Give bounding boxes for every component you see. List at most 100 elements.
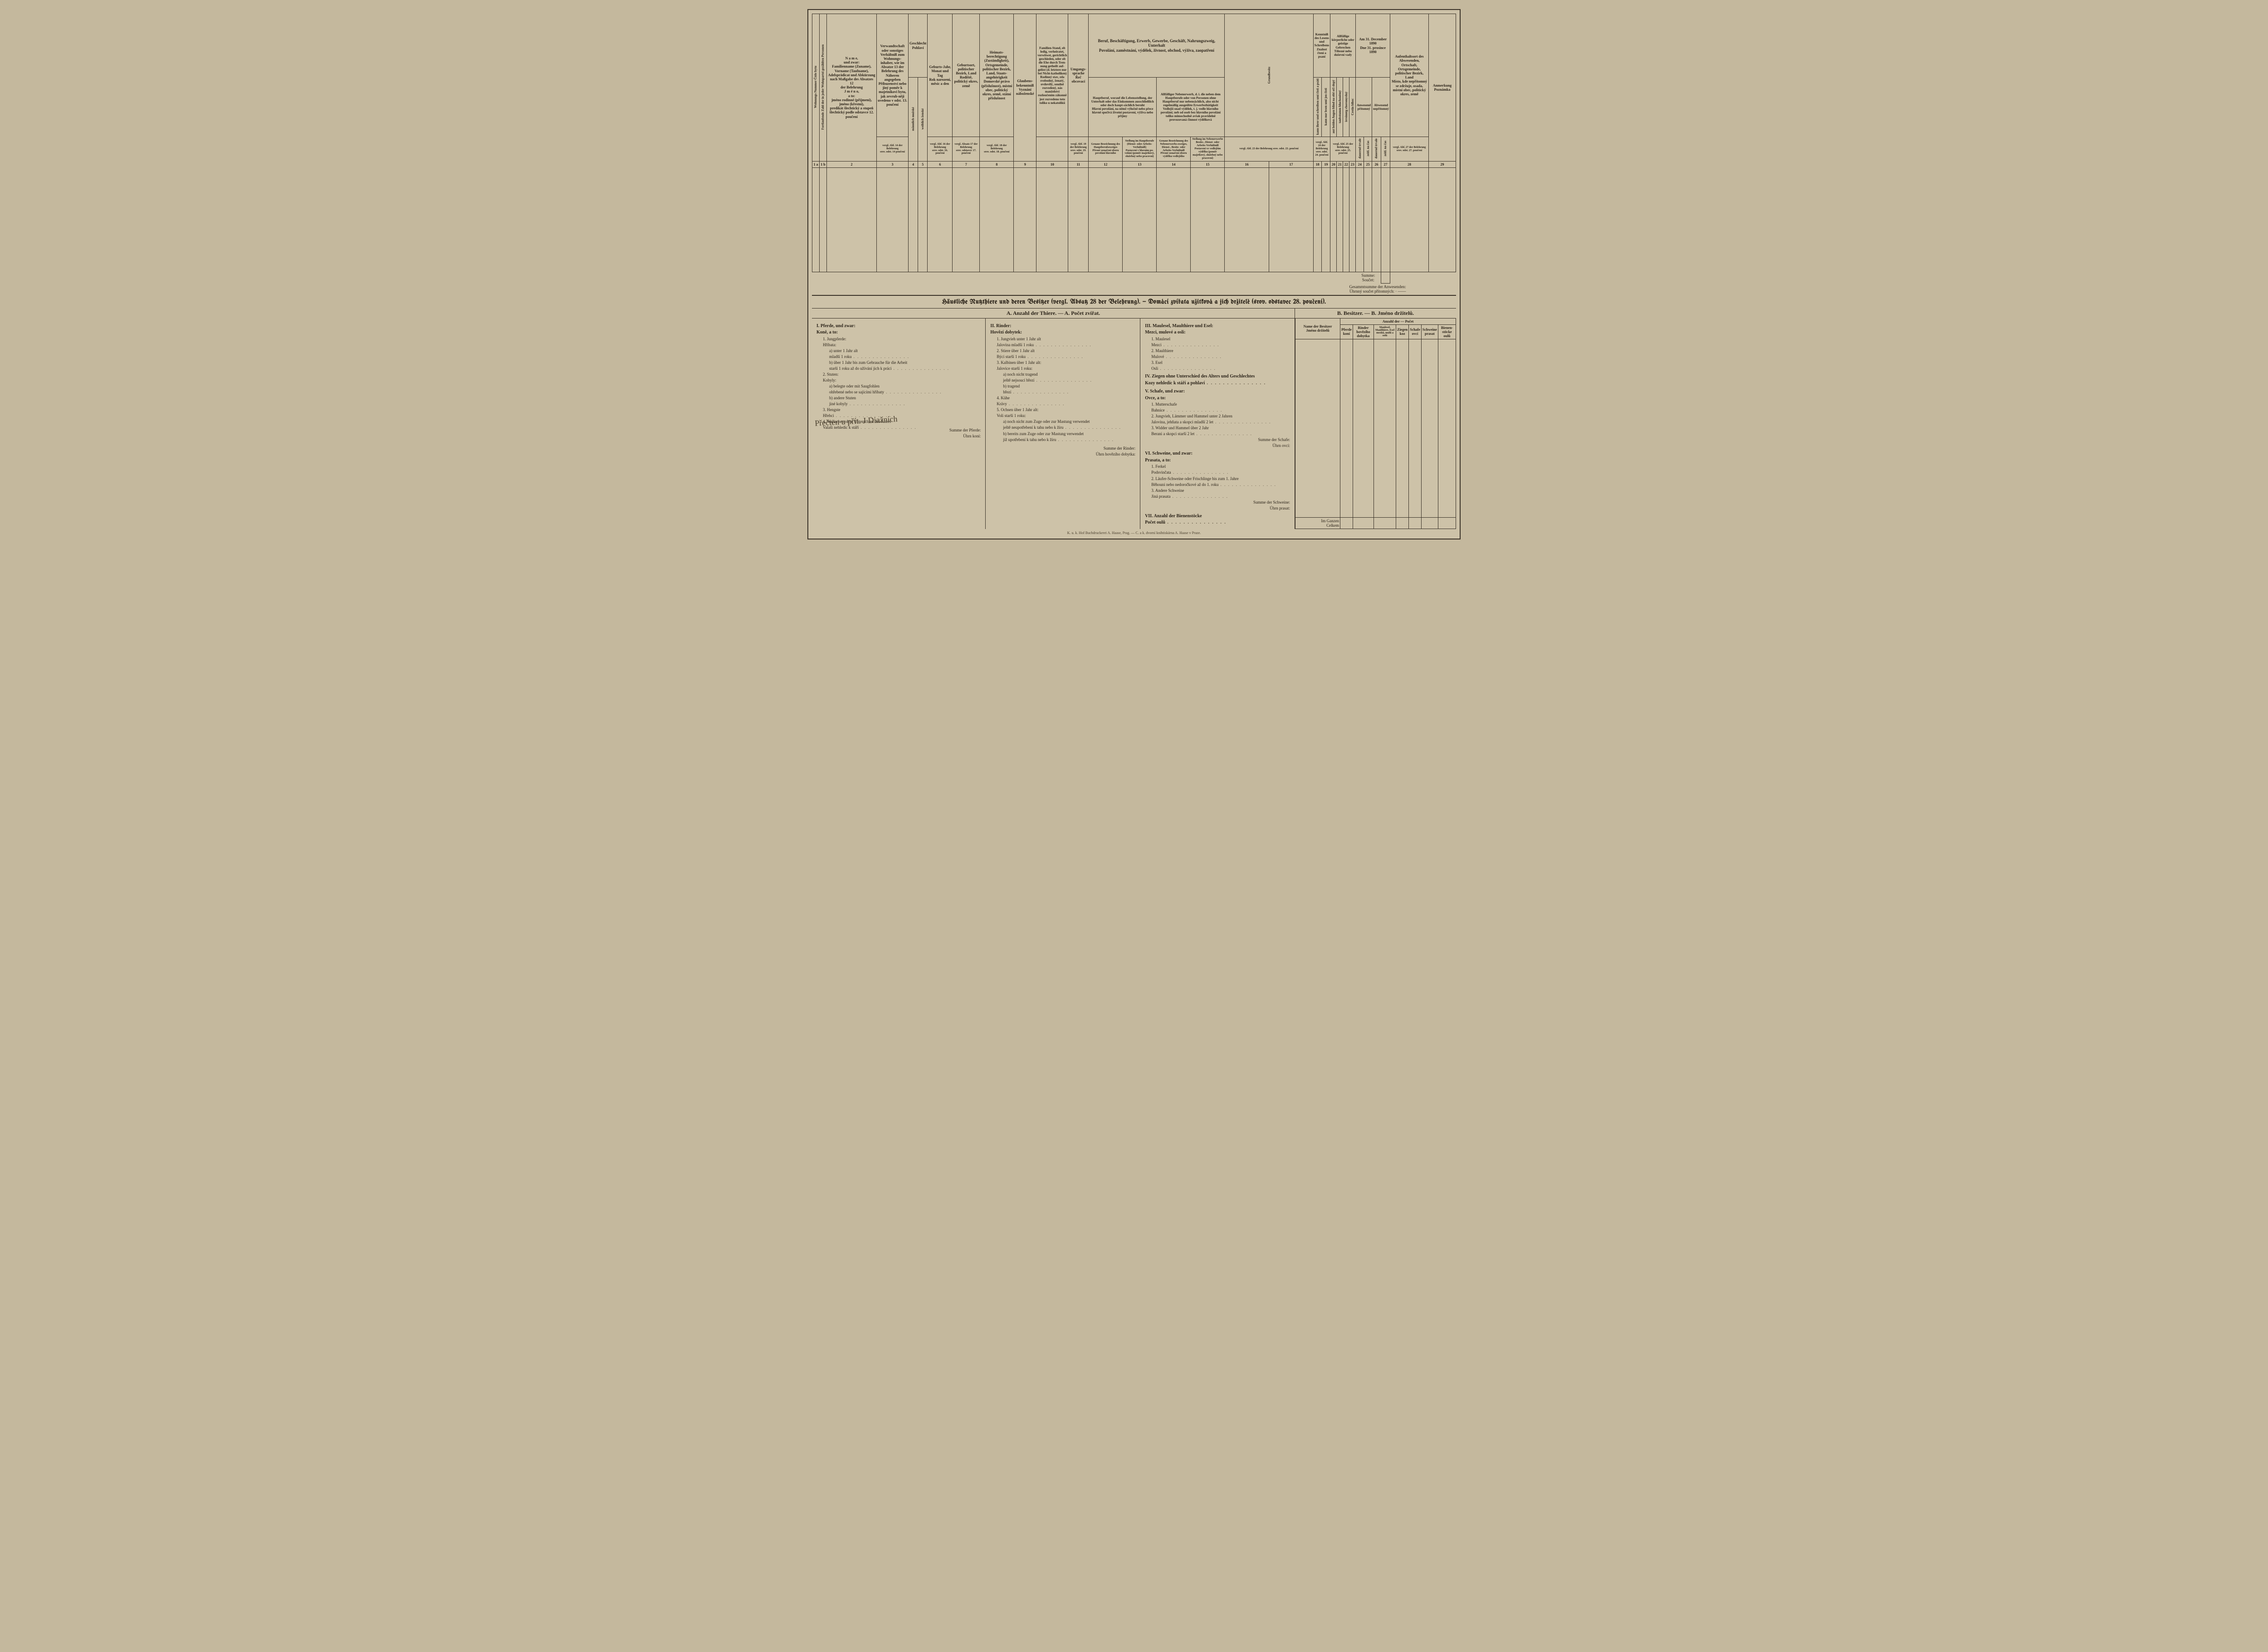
census-sheet: Wohnungs-Nummer Číslo bytu Fortlaufende … <box>807 9 1461 539</box>
item: 2. Jungvieh, Lämmer und Hammel unter 2 J… <box>1145 413 1290 425</box>
col-13-header: Stellung im Hauptberufe (Dienst- oder Ar… <box>1123 137 1157 161</box>
colnum: 11 <box>1068 161 1089 167</box>
col-7-header: Geburtsort, politischer Bezirk, Land Rod… <box>953 14 980 137</box>
item: 2. Läufer-Schweine oder Frischlinge bis … <box>1145 476 1290 488</box>
goats-header: IV. Ziegen ohne Unterschied des Alters u… <box>1145 373 1290 387</box>
colnum: 9 <box>1014 161 1036 167</box>
colnum: 1 a <box>812 161 820 167</box>
ref-20: vergl. Abf. 25 der Belehrung srov. odst.… <box>1330 137 1356 161</box>
col-24-header: dauernd trvale <box>1358 138 1362 159</box>
horses-column: I. Pferde, und zwar: Koně, a to: 1. Jung… <box>812 319 986 529</box>
colnum: 10 <box>1036 161 1068 167</box>
col-2-header: N a m e, und zwar: Familienname (Zuname)… <box>827 14 877 162</box>
col-5-header: weiblich ženské <box>921 108 924 129</box>
pigs-sum: Summe der Schweine: Úhrn prasat: <box>1145 500 1290 511</box>
colnum: 28 <box>1390 161 1429 167</box>
col-3-header: Verwandtschaft oder sonstiges Verhältniß… <box>877 14 909 137</box>
col-22-header: irrsinntg choromyslný <box>1344 92 1348 122</box>
column-number-row: 1 a 1 b 2 3 4 5 6 7 8 9 10 11 12 13 14 1… <box>812 161 1456 167</box>
colnum: 26 <box>1372 161 1381 167</box>
colnum: 25 <box>1364 161 1372 167</box>
item: 1. Ferkel Podsvinčata <box>1145 464 1290 476</box>
ref-7: vergl. Absatz 17 der Belehrung srov. ods… <box>953 137 980 161</box>
colnum: 7 <box>953 161 980 167</box>
item: b) bereits zum Zuge oder zur Mastung ver… <box>990 431 1135 443</box>
col-9-header: Glaubens-bekenntniß Vyznání náboženské <box>1014 14 1036 162</box>
colnum: 29 <box>1429 161 1456 167</box>
item: 3. Hengste Hřebci <box>816 407 981 419</box>
ref-16: vergl. Abf. 23 der Belehrung srov. odst.… <box>1225 137 1313 161</box>
owners-count-header: Anzahl der — Počet <box>1340 319 1456 325</box>
ref-11: vergl. Abf. 19 der Belehrung srov. odst.… <box>1068 137 1089 161</box>
group-defects: Allfällige körperliche oder geistige Geb… <box>1330 14 1356 78</box>
col-6-header: Geburts-Jahr, Monat und Tag Rok narození… <box>928 14 953 137</box>
colnum: 19 <box>1322 161 1330 167</box>
sub-b-title: B. Besitzer. — B. Jméno držitelů. <box>1295 309 1456 318</box>
col-26-header: dauernd trvale <box>1374 138 1378 159</box>
col-8-header: Heimats-berechtigung (Zuständigkeit), Or… <box>980 14 1014 137</box>
owners-c2: Rinder hovězího dobytka <box>1353 324 1374 339</box>
col-present-header: Anwesend přítomný <box>1356 78 1372 137</box>
col-14a-header: Genaue Bezeichnung des Nebenerwerbs-zwei… <box>1157 137 1191 161</box>
bees-header: VII. Anzahl der Bienenstöcke Počet oulů <box>1145 513 1290 526</box>
item: 1. Jungpferde: Hříbata: <box>816 336 981 348</box>
col-1a-header: Wohnungs-Nummer Číslo bytu <box>814 66 817 108</box>
col-19-header: kann nur lesen umi jen čísti <box>1324 88 1328 126</box>
owners-name-header: Name der Besitzer Jméno držitelů <box>1295 319 1340 339</box>
horses-header: I. Pferde, und zwar: Koně, a to: <box>816 323 981 336</box>
printer-imprint: K. u. k. Hof Buchdruckerei A. Haase, Pra… <box>812 529 1456 535</box>
colnum: 8 <box>980 161 1014 167</box>
item: 5. Ochsen über 1 Jahr alt: Voli starší 1… <box>990 407 1135 419</box>
colnum: 2 <box>827 161 877 167</box>
ref-28: vergl. Abf. 27 der Belehrung srov. odst.… <box>1390 137 1429 161</box>
soucet-label: Součet: <box>1357 278 1380 282</box>
colnum: 16 <box>1225 161 1269 167</box>
item: a) unter 1 Jahr alt mladší 1 roku <box>816 348 981 360</box>
sheep-sum: Summe der Schafe: Úhrn ovcí: <box>1145 437 1290 449</box>
col-1b-header: Fortlaufende Zahl der in jeder Wohnparte… <box>821 44 825 130</box>
owners-c5: Schafe ovcí <box>1409 324 1422 339</box>
owners-c7: Bienen-stöcke oulů <box>1438 324 1456 339</box>
cattle-column: II. Rinder: Hovězí dobytek: 1. Jungvieh … <box>986 319 1140 529</box>
item: 3. Widder und Hammel über 2 Jahr Berani … <box>1145 425 1290 437</box>
col-20-header: aut beiden Augen blind na obě oči slepý <box>1332 80 1335 133</box>
item: 1. Jungvieh unter 1 Jahr alt Jalovina ml… <box>990 336 1135 348</box>
ref-3: vergl. Abf. 14 der Belehrung srov. odst.… <box>877 137 909 161</box>
item: a) noch nicht tragend ještě nejsoucí bře… <box>990 372 1135 383</box>
col-absent-header: Abwesend nepřítomný <box>1372 78 1390 137</box>
colnum: 4 <box>909 161 918 167</box>
item: 3. Andere Schweine Jiná prasata <box>1145 488 1290 500</box>
group-occupation: Beruf, Beschäftigung, Erwerb, Gewerbe, G… <box>1089 14 1225 78</box>
colnum: 1 b <box>820 161 827 167</box>
colnum: 24 <box>1356 161 1364 167</box>
col-29-header: Anmerkung Poznámka <box>1429 14 1456 162</box>
colnum: 20 <box>1330 161 1337 167</box>
empty-data-row <box>812 167 1456 272</box>
col-23-header: Cretin blbec <box>1351 98 1354 115</box>
item: b) tragend březí <box>990 383 1135 395</box>
cattle-header: II. Rinder: Hovězí dobytek: <box>990 323 1135 336</box>
item: a) noch nicht zum Zuge oder zur Mastung … <box>990 419 1135 431</box>
item: b) über 1 Jahr bis zum Gebrauche für die… <box>816 360 981 372</box>
col-11-header: Umgangs-sprache Řeč obcovací <box>1068 14 1089 137</box>
colnum: 6 <box>928 161 953 167</box>
item: 1. Maulesel Mezci <box>1145 336 1290 348</box>
owners-c3: Maulesel, Maulthiere, Esel mezků, mulů a… <box>1374 324 1396 339</box>
animals-section-title: Häusliche Nutzthiere und deren Besitzer … <box>812 295 1456 309</box>
item: b) andere Stuten jiné kobyly <box>816 395 981 407</box>
colnum: 27 <box>1381 161 1390 167</box>
col-12-group: Hauptberuf, worauf die Lebensstellung, d… <box>1089 78 1157 137</box>
item: 3. Kalbinen über 1 Jahr alt: Jalovice st… <box>990 360 1135 372</box>
pigs-header: VI. Schweine, und zwar: Prasata, a to: <box>1145 451 1290 464</box>
table-row <box>1295 339 1456 517</box>
colnum: 15 <box>1191 161 1225 167</box>
colnum: 3 <box>877 161 909 167</box>
owners-c1: Pferde koní <box>1340 324 1353 339</box>
colnum: 18 <box>1313 161 1322 167</box>
group-date: Am 31. December 1890 Dne 31. prosince 18… <box>1356 14 1390 78</box>
colnum: 14 <box>1157 161 1191 167</box>
item: 2. Stiere über 1 Jahr alt Býci starší 1 … <box>990 348 1135 360</box>
item: 4. Kühe Krávy <box>990 395 1135 407</box>
sheep-header: V. Schafe, und zwar: Ovce, a to: <box>1145 388 1290 402</box>
item: 3. Esel Osli <box>1145 360 1290 372</box>
